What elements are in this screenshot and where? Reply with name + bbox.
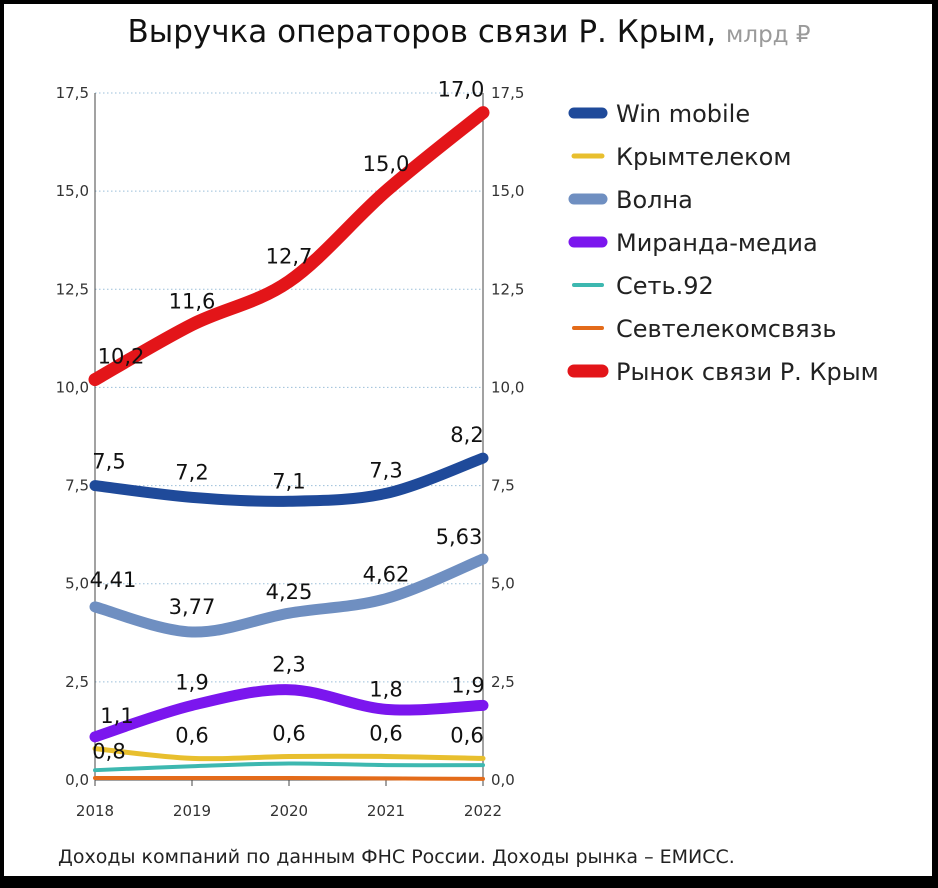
data-label: 7,3 [369,458,402,482]
data-label: 0,6 [175,723,208,747]
series-line [89,452,489,507]
data-label: 2,3 [272,653,305,677]
x-tick-label: 2021 [367,802,405,820]
data-label: 11,6 [169,290,216,314]
data-label: 4,62 [363,563,410,587]
y-tick-label-right: 17,5 [491,84,524,102]
chart-title: Выручка операторов связи Р. Крым, млрд ₽ [0,14,938,50]
data-label: 1,9 [451,673,484,697]
series-line [92,746,486,762]
data-label: 7,5 [92,450,125,474]
data-label: 4,25 [266,580,313,604]
chart-footer: Доходы компаний по данным ФНС России. До… [58,846,735,868]
data-label: 3,77 [169,595,216,619]
data-label: 0,6 [369,721,402,745]
data-label: 8,2 [450,423,483,447]
chart-frame [4,4,932,876]
legend-entry: Волна [616,186,693,214]
series-line [93,761,485,773]
x-tick-label: 2022 [464,802,502,820]
series-line [88,106,490,387]
legend-entry: Win mobile [616,100,750,128]
data-label: 0,8 [92,740,125,764]
x-tick-label: 2019 [173,802,211,820]
y-tick-label-left: 2,5 [65,673,89,691]
data-label: 1,1 [100,704,133,728]
legend-entry: Севтелекомсвязь [616,315,837,343]
data-label: 10,2 [98,345,145,369]
data-label: 1,9 [175,670,208,694]
data-label: 5,63 [436,525,483,549]
legend-entry: Крымтелеком [616,143,791,171]
legend-entry: Миранда-медиа [616,229,818,257]
y-tick-label-right: 12,5 [491,280,524,298]
data-label: 0,6 [450,723,483,747]
data-label: 7,1 [272,469,305,493]
y-tick-label-left: 17,5 [56,84,89,102]
y-tick-label-left: 7,5 [65,477,89,495]
data-label: 15,0 [363,152,410,176]
chart-title-text: Выручка операторов связи Р. Крым, [127,14,717,50]
legend-entry: Рынок связи Р. Крым [616,358,879,386]
data-label: 0,6 [272,721,305,745]
y-tick-label-left: 15,0 [56,182,89,200]
legend-entry: Сеть.92 [616,272,714,300]
y-tick-label-right: 7,5 [491,477,515,495]
chart-unit: млрд ₽ [726,22,811,48]
series-line [89,684,489,743]
y-tick-label-right: 10,0 [491,378,524,396]
data-label: 12,7 [266,244,313,268]
y-tick-label-right: 5,0 [491,575,515,593]
data-label: 7,2 [175,460,208,484]
y-tick-label-right: 15,0 [491,182,524,200]
y-tick-label-left: 0,0 [65,771,89,789]
x-tick-label: 2018 [76,802,114,820]
x-tick-label: 2020 [270,802,308,820]
series-line [93,776,485,781]
series-line [89,553,489,638]
y-tick-label-left: 5,0 [65,575,89,593]
y-tick-label-right: 2,5 [491,673,515,691]
data-label: 17,0 [438,78,485,102]
data-label: 4,41 [90,568,137,592]
y-tick-label-left: 12,5 [56,280,89,298]
data-label: 1,8 [369,677,402,701]
y-tick-label-left: 10,0 [56,378,89,396]
y-tick-label-right: 0,0 [491,771,515,789]
